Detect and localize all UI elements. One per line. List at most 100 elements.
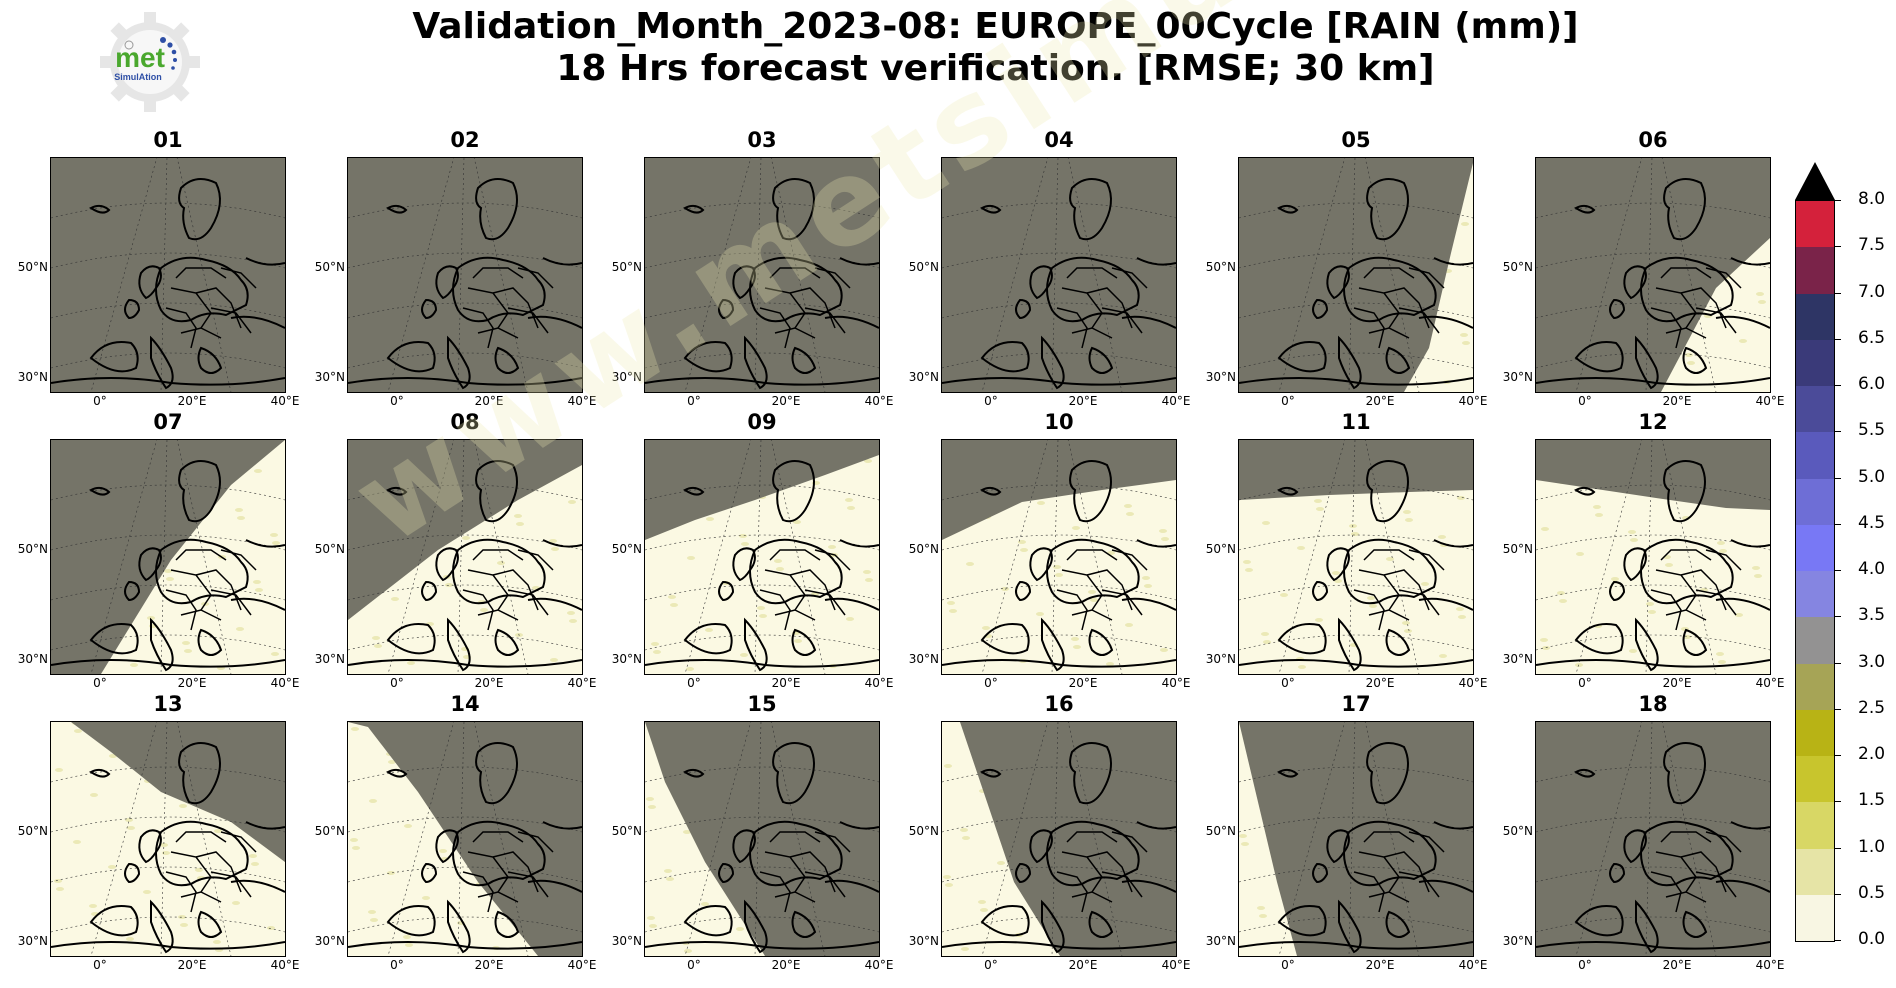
map-panel [347, 439, 583, 675]
x-tick-label: 20°E [1365, 958, 1395, 972]
x-tick-label: 40°E [1755, 958, 1785, 972]
panel-title: 05 [1341, 128, 1371, 152]
x-tick-label: 20°E [771, 394, 801, 408]
x-tick-label: 20°E [1365, 676, 1395, 690]
x-tick-label: 40°E [1458, 676, 1488, 690]
y-tick-label: 30°N [1502, 652, 1533, 666]
colorbar-tick [1835, 385, 1841, 386]
colorbar-tick-label: 4.5 [1858, 512, 1886, 533]
colorbar-tick-label: 1.5 [1858, 790, 1886, 811]
y-tick-label: 30°N [17, 934, 48, 948]
x-tick-label: 0° [984, 394, 998, 408]
colorbar-segment [1796, 339, 1834, 386]
colorbar-tick [1835, 477, 1841, 479]
x-tick-label: 20°E [1068, 676, 1098, 690]
colorbar-tick [1835, 570, 1841, 571]
svg-text:SimulAtion: SimulAtion [114, 72, 162, 82]
x-tick-label: 0° [93, 676, 107, 690]
colorbar-tick [1835, 200, 1841, 201]
colorbar-tick-label: 2.5 [1858, 697, 1886, 718]
y-tick-label: 50°N [908, 260, 939, 274]
colorbar-tick-label: 4.0 [1858, 559, 1886, 579]
x-tick-label: 40°E [1161, 394, 1191, 408]
x-tick-label: 40°E [1755, 676, 1785, 690]
y-tick-label: 30°N [1205, 652, 1236, 666]
x-tick-label: 20°E [1662, 676, 1692, 690]
panel-title: 15 [747, 692, 777, 716]
map-panel [941, 439, 1177, 675]
x-tick-label: 0° [390, 958, 404, 972]
y-tick-label: 30°N [611, 652, 642, 666]
x-tick-label: 0° [687, 394, 701, 408]
colorbar-tick-label: 2.0 [1858, 744, 1886, 764]
panel-title: 02 [450, 128, 480, 152]
x-tick-label: 20°E [474, 394, 504, 408]
colorbar-segment [1796, 524, 1834, 571]
y-tick-label: 30°N [908, 934, 939, 948]
panel-title: 09 [747, 410, 777, 434]
map-panel [644, 157, 880, 393]
x-tick-label: 0° [1281, 958, 1295, 972]
y-tick-label: 50°N [908, 542, 939, 556]
map-panel [1535, 157, 1771, 393]
colorbar-tick [1835, 338, 1841, 340]
map-canvas [942, 158, 1176, 392]
colorbar-segment [1796, 709, 1834, 756]
colorbar-tick-label: 7.0 [1858, 281, 1886, 302]
x-tick-label: 20°E [474, 958, 504, 972]
panel-title: 04 [1044, 128, 1074, 152]
colorbar-tick [1835, 246, 1841, 248]
map-panel [941, 157, 1177, 393]
map-panel [50, 721, 286, 957]
x-tick-label: 40°E [567, 958, 597, 972]
x-tick-label: 0° [687, 676, 701, 690]
map-panel [347, 721, 583, 957]
colorbar-segment [1796, 894, 1834, 941]
map-panel [644, 439, 880, 675]
x-tick-label: 0° [984, 676, 998, 690]
map-canvas [1239, 440, 1473, 674]
y-tick-label: 30°N [314, 934, 345, 948]
y-tick-label: 50°N [17, 824, 48, 838]
x-tick-label: 20°E [1068, 958, 1098, 972]
map-canvas [1239, 158, 1473, 392]
gear-logo-icon: met SimulAtion [100, 12, 200, 112]
colorbar-tick-label: 5.5 [1858, 420, 1886, 441]
x-tick-label: 40°E [270, 676, 300, 690]
x-tick-label: 20°E [474, 676, 504, 690]
colorbar-tick [1835, 801, 1841, 803]
y-tick-label: 50°N [1502, 260, 1533, 274]
panel-title: 11 [1341, 410, 1371, 434]
y-tick-label: 50°N [1502, 824, 1533, 838]
x-tick-label: 40°E [567, 676, 597, 690]
x-tick-label: 20°E [177, 394, 207, 408]
map-canvas [1536, 440, 1770, 674]
y-tick-label: 50°N [1205, 824, 1236, 838]
colorbar-tick-label: 5.0 [1858, 466, 1886, 487]
x-tick-label: 40°E [270, 394, 300, 408]
y-tick-label: 30°N [1502, 934, 1533, 948]
x-tick-label: 20°E [771, 676, 801, 690]
panel-title: 06 [1638, 128, 1668, 152]
x-tick-label: 20°E [177, 676, 207, 690]
panel-title: 18 [1638, 692, 1668, 716]
colorbar-tick [1835, 847, 1841, 849]
x-tick-label: 0° [390, 676, 404, 690]
y-tick-label: 30°N [611, 934, 642, 948]
y-tick-label: 30°N [908, 652, 939, 666]
map-panel [50, 157, 286, 393]
y-tick-label: 50°N [611, 260, 642, 274]
map-canvas [51, 440, 285, 674]
colorbar-segment [1796, 432, 1834, 479]
panel-title: 14 [450, 692, 480, 716]
map-panel [50, 439, 286, 675]
map-canvas [51, 722, 285, 956]
map-canvas [645, 722, 879, 956]
x-tick-label: 40°E [864, 958, 894, 972]
y-tick-label: 30°N [17, 370, 48, 384]
figure-title: Validation_Month_2023-08: EUROPE_00Cycle… [0, 6, 1896, 90]
map-panel [1535, 721, 1771, 957]
title-line-2: 18 Hrs forecast verification. [RMSE; 30 … [556, 48, 1435, 89]
map-panel [347, 157, 583, 393]
y-tick-label: 50°N [17, 260, 48, 274]
